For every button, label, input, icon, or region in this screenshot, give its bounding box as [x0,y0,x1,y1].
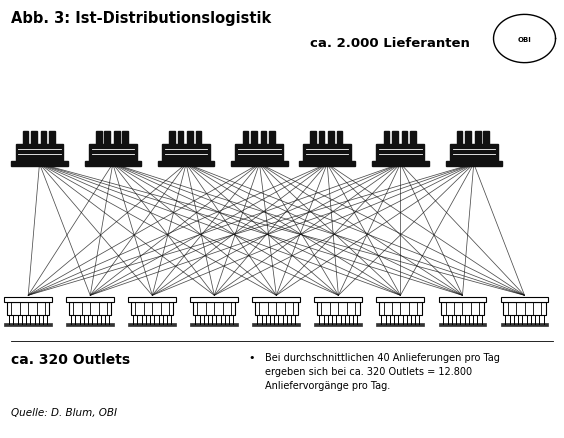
Bar [402,132,407,145]
Bar [251,132,257,145]
Bar [269,132,275,145]
Bar [187,132,193,145]
Text: OBI: OBI [518,36,531,42]
Text: Abb. 3: Ist-Distributionslogistik: Abb. 3: Ist-Distributionslogistik [11,11,271,26]
Bar [303,145,351,162]
Bar [299,162,355,167]
Bar [483,132,489,145]
Bar [337,132,342,145]
Bar [169,132,175,145]
Bar [317,302,360,315]
Bar [69,302,112,315]
Bar [191,297,239,302]
Text: Bei durchschnittlichen 40 Anlieferungen pro Tag
ergeben sich bei ca. 320 Outlets: Bei durchschnittlichen 40 Anlieferungen … [265,353,500,391]
Bar [310,132,316,145]
Text: •: • [248,353,255,363]
Bar [158,162,214,167]
Bar [255,302,298,315]
Bar [191,324,239,326]
Bar [377,297,424,302]
Bar [129,324,176,326]
Bar [236,145,284,162]
Bar [231,162,288,167]
Bar [446,162,502,167]
Bar [450,145,498,162]
Bar [7,302,50,315]
Bar [5,297,52,302]
Bar [131,302,173,315]
Bar [379,302,421,315]
Bar [315,297,362,302]
Bar [372,162,429,167]
Bar [441,302,483,315]
Text: Quelle: D. Blum, OBI: Quelle: D. Blum, OBI [11,407,117,417]
Bar [384,132,389,145]
Bar [162,145,210,162]
Bar [392,132,398,145]
Bar [410,132,416,145]
Bar [5,324,52,326]
Bar [193,302,236,315]
Bar [41,132,46,145]
Bar [85,162,141,167]
Bar [457,132,462,145]
Bar [439,297,486,302]
Bar [67,324,114,326]
Text: ca. 320 Outlets: ca. 320 Outlets [11,353,130,367]
Bar [16,145,64,162]
Bar [253,297,300,302]
Bar [96,132,102,145]
Bar [104,132,110,145]
Bar [11,162,68,167]
Bar [49,132,55,145]
Bar [377,145,424,162]
Bar [31,132,37,145]
Bar [196,132,201,145]
Bar [501,297,548,302]
Bar [439,324,486,326]
Bar [253,324,300,326]
Bar [261,132,266,145]
Bar [377,324,424,326]
Bar [114,132,120,145]
Bar [465,132,471,145]
Bar [243,132,248,145]
Bar [122,132,128,145]
Bar [315,324,362,326]
Bar [501,324,548,326]
Bar [67,297,114,302]
Bar [129,297,176,302]
Bar [504,302,546,315]
Bar [23,132,28,145]
Bar [89,145,136,162]
Text: ca. 2.000 Lieferanten: ca. 2.000 Lieferanten [310,37,470,50]
Bar [475,132,481,145]
Bar [319,132,324,145]
Bar [178,132,183,145]
Bar [328,132,334,145]
